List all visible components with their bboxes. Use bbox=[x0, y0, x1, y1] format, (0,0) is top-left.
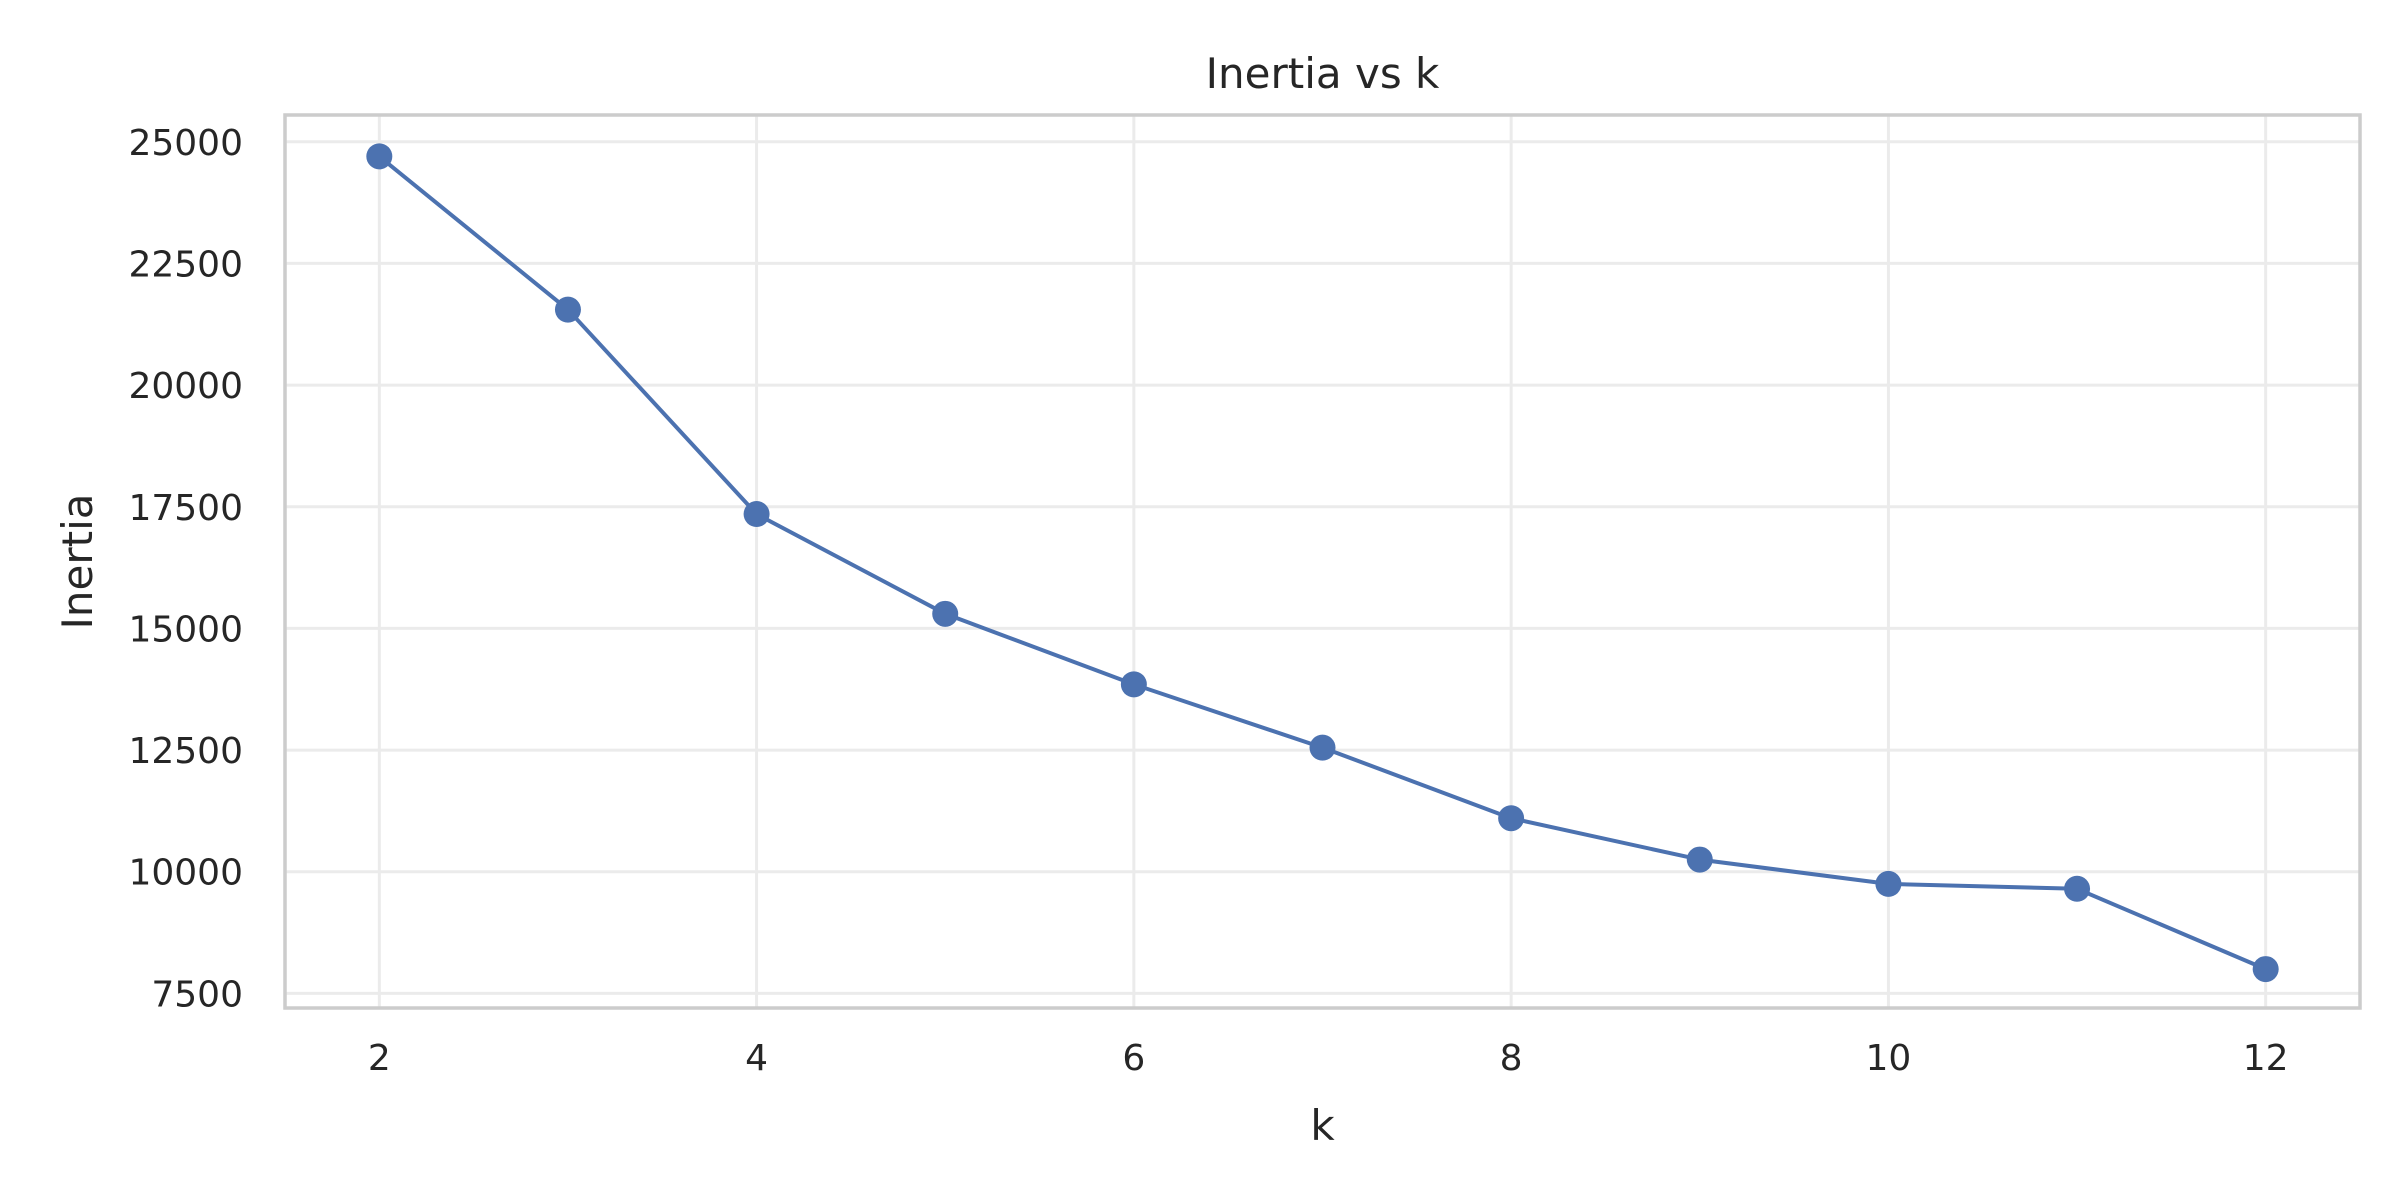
data-point bbox=[2252, 956, 2279, 983]
data-point bbox=[1498, 805, 1525, 832]
x-tick-label: 10 bbox=[1866, 1038, 1912, 1079]
y-tick-label: 22500 bbox=[128, 244, 243, 285]
data-point bbox=[2064, 875, 2091, 902]
x-tick-label: 2 bbox=[368, 1038, 391, 1079]
data-point bbox=[1120, 671, 1147, 698]
y-tick-label: 17500 bbox=[128, 488, 243, 529]
x-tick-label: 6 bbox=[1122, 1038, 1145, 1079]
data-point bbox=[554, 296, 581, 323]
y-tick-label: 25000 bbox=[128, 123, 243, 164]
y-tick-label: 12500 bbox=[128, 731, 243, 772]
x-tick-label: 4 bbox=[745, 1038, 768, 1079]
tick-layer: 2 4 6 8 10 12 7500 10000 12500 15000 17500 20000 225… bbox=[128, 123, 2288, 1079]
y-tick-label: 15000 bbox=[128, 609, 243, 650]
plot-frame bbox=[283, 113, 2362, 1010]
y-tick-label: 10000 bbox=[128, 853, 243, 894]
series-layer bbox=[366, 143, 2279, 983]
x-tick-label: 12 bbox=[2243, 1038, 2289, 1079]
data-point bbox=[743, 501, 770, 528]
y-axis-title: Inertia bbox=[53, 494, 102, 630]
data-point bbox=[1686, 846, 1713, 873]
x-tick-label: 8 bbox=[1500, 1038, 1523, 1079]
y-tick-label: 7500 bbox=[151, 974, 243, 1015]
grid-layer bbox=[285, 115, 2360, 1008]
x-axis-title: k bbox=[1310, 1101, 1335, 1150]
data-point bbox=[1309, 734, 1336, 761]
chart-title: Inertia vs k bbox=[1206, 49, 1440, 98]
data-point bbox=[1875, 870, 1902, 897]
data-point bbox=[366, 143, 393, 170]
y-tick-label: 20000 bbox=[128, 366, 243, 407]
data-point bbox=[932, 600, 959, 627]
